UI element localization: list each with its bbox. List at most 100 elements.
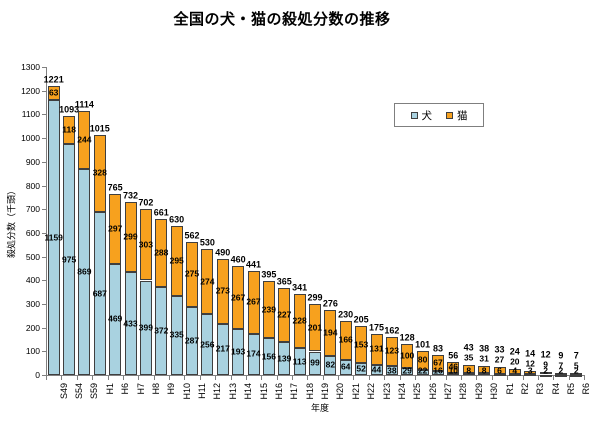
cat-value-label: 80 (417, 354, 428, 365)
bar-segment-cat (524, 371, 537, 375)
x-tick-mark (414, 376, 416, 380)
dog-value-label: 99 (310, 357, 320, 368)
bar-segment-dog (293, 348, 306, 375)
cat-value-label: 273 (215, 285, 230, 296)
bar-segment-cat (124, 201, 137, 273)
total-value-label: 38 (479, 343, 490, 354)
legend-cat-label: 猫 (457, 109, 468, 122)
dog-value-label: 399 (138, 322, 153, 333)
cat-value-label: 227 (277, 309, 292, 320)
cat-value-label: 297 (108, 223, 123, 234)
bar-segment-cat (139, 208, 152, 281)
x-tick-label: R1 (504, 383, 515, 395)
bar-segment-dog (493, 373, 506, 376)
y-tick-label: 1200 (21, 85, 40, 96)
bar-segment-dog (109, 263, 122, 375)
dog-value-label: 193 (231, 346, 246, 357)
x-tick-mark (384, 376, 386, 380)
bar-segment-cat (262, 281, 275, 338)
total-value-label: 14 (525, 348, 536, 359)
bar-segment-cat (232, 266, 245, 330)
y-axis-line (46, 67, 47, 376)
cat-value-label: 267 (246, 296, 261, 307)
dog-value-label: 975 (62, 254, 77, 264)
y-tick-mark (42, 327, 46, 329)
cat-value-label: 46 (448, 361, 459, 372)
dog-value-label: 16 (433, 365, 443, 376)
cat-value-label: 153 (354, 339, 369, 350)
x-tick-label: H24 (396, 383, 407, 400)
cat-value-label: 63 (48, 87, 59, 98)
dog-value-label: 256 (200, 339, 215, 350)
total-value-label: 299 (307, 292, 323, 303)
y-tick-label: 100 (25, 346, 40, 357)
cat-value-label: 295 (169, 255, 184, 266)
y-tick-label: 200 (25, 322, 40, 333)
cat-value-label: 131 (369, 343, 384, 354)
total-value-label: 630 (169, 214, 185, 225)
bar-segment-dog (539, 374, 552, 377)
bar-segment-dog (216, 323, 229, 375)
x-tick-mark (353, 376, 355, 380)
x-tick-mark (399, 376, 401, 380)
bar-segment-dog (63, 144, 76, 375)
y-tick-label: 300 (25, 298, 40, 309)
x-tick-label: R3 (535, 383, 546, 395)
x-tick-label: H7 (135, 383, 146, 395)
x-tick-mark (584, 376, 585, 380)
legend-dog-label: 犬 (421, 109, 433, 122)
bar-segment-dog (447, 372, 460, 375)
x-tick-label: H8 (150, 383, 161, 395)
cat-value-label: 7 (558, 360, 564, 371)
x-tick-mark (199, 376, 201, 380)
bar-segment-dog (432, 371, 444, 375)
x-tick-label: H21 (350, 383, 361, 400)
x-tick-mark (322, 376, 324, 380)
legend-item-dog: 犬 (410, 108, 433, 123)
x-tick-label: H28 (458, 383, 469, 400)
total-value-label: 341 (292, 282, 308, 293)
bar-segment-dog (462, 373, 475, 376)
x-tick-label: R2 (519, 383, 530, 395)
x-tick-label: H13 (227, 383, 238, 400)
x-tick-label: H26 (427, 383, 438, 400)
x-tick-mark (46, 376, 47, 380)
bar-segment-cat (324, 309, 337, 356)
dog-value-label: 1159 (44, 232, 63, 243)
bar-segment-dog (186, 307, 198, 375)
total-value-label: 732 (122, 190, 139, 201)
dog-value-label: 335 (169, 329, 184, 340)
dog-value-label: 156 (261, 351, 276, 361)
dog-value-label: 139 (277, 353, 292, 363)
x-tick-mark (245, 376, 247, 380)
total-value-label: 765 (107, 182, 123, 192)
dog-value-label: 8 (466, 365, 472, 376)
bar-segment-dog (370, 364, 383, 375)
dog-value-label: 3 (527, 365, 533, 376)
bar-segment-cat (355, 326, 368, 363)
dog-value-label: 29 (402, 365, 412, 376)
x-tick-label: S49 (58, 383, 69, 400)
x-tick-mark (122, 376, 124, 380)
x-tick-label: H12 (212, 383, 223, 400)
x-tick-label: R5 (565, 383, 576, 395)
total-value-label: 7 (573, 350, 579, 361)
legend-item-cat: 猫 (446, 108, 468, 123)
bar-segment-dog (93, 212, 106, 375)
x-tick-mark (537, 376, 539, 380)
bar-segment-dog (401, 368, 414, 375)
bar-segment-cat (278, 288, 291, 343)
bar-segment-cat (478, 365, 491, 374)
x-tick-mark (138, 376, 140, 380)
total-value-label: 128 (399, 332, 415, 343)
total-value-label: 205 (353, 314, 369, 325)
x-tick-label: R6 (581, 383, 592, 395)
x-axis-line (46, 375, 585, 376)
bar-segment-dog (524, 374, 537, 377)
y-tick-mark (42, 90, 46, 92)
total-value-label: 395 (261, 269, 277, 280)
bar-segment-dog (478, 373, 491, 376)
cat-value-label: 31 (479, 353, 489, 364)
total-value-label: 562 (184, 230, 200, 241)
total-value-label: 56 (448, 350, 459, 361)
